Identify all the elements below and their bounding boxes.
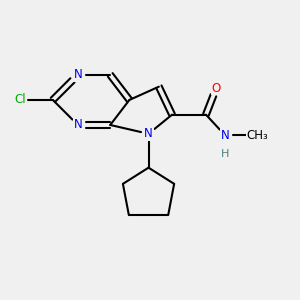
Text: Cl: Cl <box>15 93 26 106</box>
Text: N: N <box>221 129 230 142</box>
Text: N: N <box>74 118 82 131</box>
Text: H: H <box>221 149 229 159</box>
Text: O: O <box>212 82 221 95</box>
Text: N: N <box>74 68 82 81</box>
Text: CH₃: CH₃ <box>247 129 268 142</box>
Text: N: N <box>144 127 153 140</box>
